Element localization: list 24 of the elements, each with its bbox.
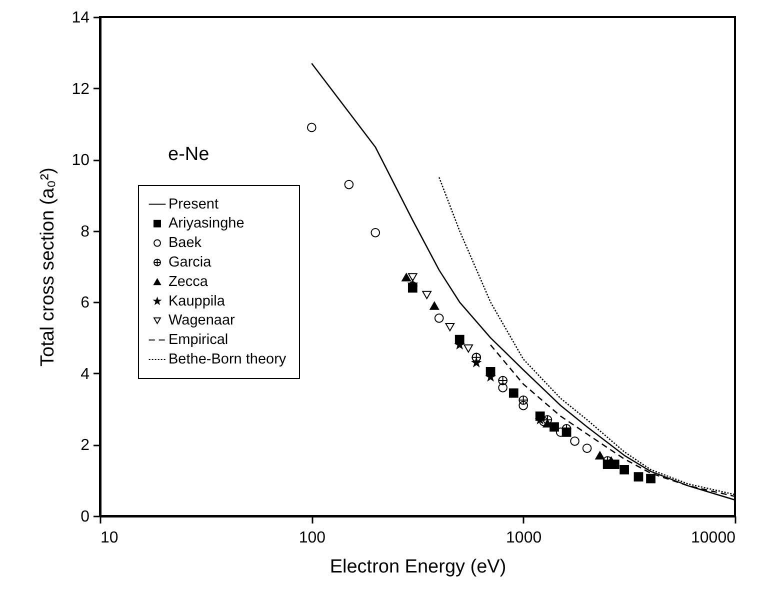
x-axis-title: Electron Energy (eV) xyxy=(330,556,506,578)
x-tick-label: 10 xyxy=(100,530,118,546)
y-tick-label: 6 xyxy=(80,294,90,312)
legend-label: Kauppila xyxy=(168,293,226,310)
x-tick-label: 10000 xyxy=(691,530,736,546)
legend-label: Zecca xyxy=(168,274,209,290)
legend-label: Bethe-Born theory xyxy=(168,351,287,368)
y-tick-label: 2 xyxy=(80,437,90,454)
y-tick-label: 10 xyxy=(72,152,90,170)
legend-label: Empirical xyxy=(168,332,228,348)
x-tick-label: 1000 xyxy=(506,530,542,546)
y-axis-title: Total cross section (a₀²) xyxy=(38,168,59,366)
legend-label: Garcia xyxy=(168,254,212,270)
y-tick-label: 0 xyxy=(80,508,90,526)
legend-label: Wagenaar xyxy=(168,312,236,329)
y-tick-label: 12 xyxy=(72,80,90,98)
legend-label: Present xyxy=(168,196,218,212)
legend-label: Baek xyxy=(168,235,202,252)
y-tick-label: 14 xyxy=(72,10,90,26)
y-tick-label: 4 xyxy=(80,366,90,383)
legend-label: Ariyasinghe xyxy=(168,216,244,232)
annotation: e-Ne xyxy=(168,144,210,165)
y-tick-label: 8 xyxy=(80,223,90,240)
x-tick-label: 100 xyxy=(298,530,326,546)
